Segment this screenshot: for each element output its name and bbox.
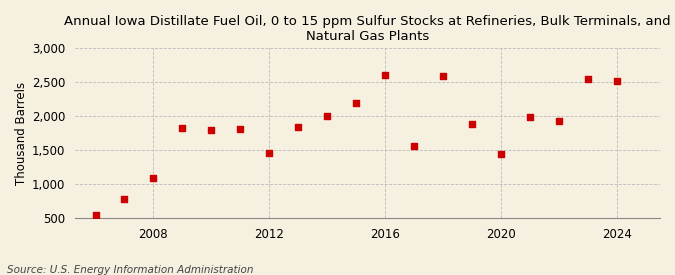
Point bbox=[177, 126, 188, 131]
Point bbox=[379, 73, 390, 77]
Point bbox=[350, 101, 361, 106]
Point bbox=[235, 127, 246, 131]
Text: Source: U.S. Energy Information Administration: Source: U.S. Energy Information Administ… bbox=[7, 265, 253, 275]
Point bbox=[611, 79, 622, 83]
Point bbox=[293, 125, 304, 129]
Point bbox=[148, 176, 159, 180]
Point bbox=[90, 212, 101, 217]
Point bbox=[437, 74, 448, 78]
Point bbox=[119, 197, 130, 201]
Point bbox=[495, 151, 506, 156]
Point bbox=[264, 151, 275, 155]
Point bbox=[466, 122, 477, 127]
Point bbox=[583, 77, 593, 81]
Y-axis label: Thousand Barrels: Thousand Barrels bbox=[15, 82, 28, 185]
Point bbox=[206, 128, 217, 133]
Point bbox=[408, 144, 419, 148]
Point bbox=[554, 119, 564, 123]
Point bbox=[524, 115, 535, 119]
Title: Annual Iowa Distillate Fuel Oil, 0 to 15 ppm Sulfur Stocks at Refineries, Bulk T: Annual Iowa Distillate Fuel Oil, 0 to 15… bbox=[64, 15, 671, 43]
Point bbox=[322, 113, 333, 118]
